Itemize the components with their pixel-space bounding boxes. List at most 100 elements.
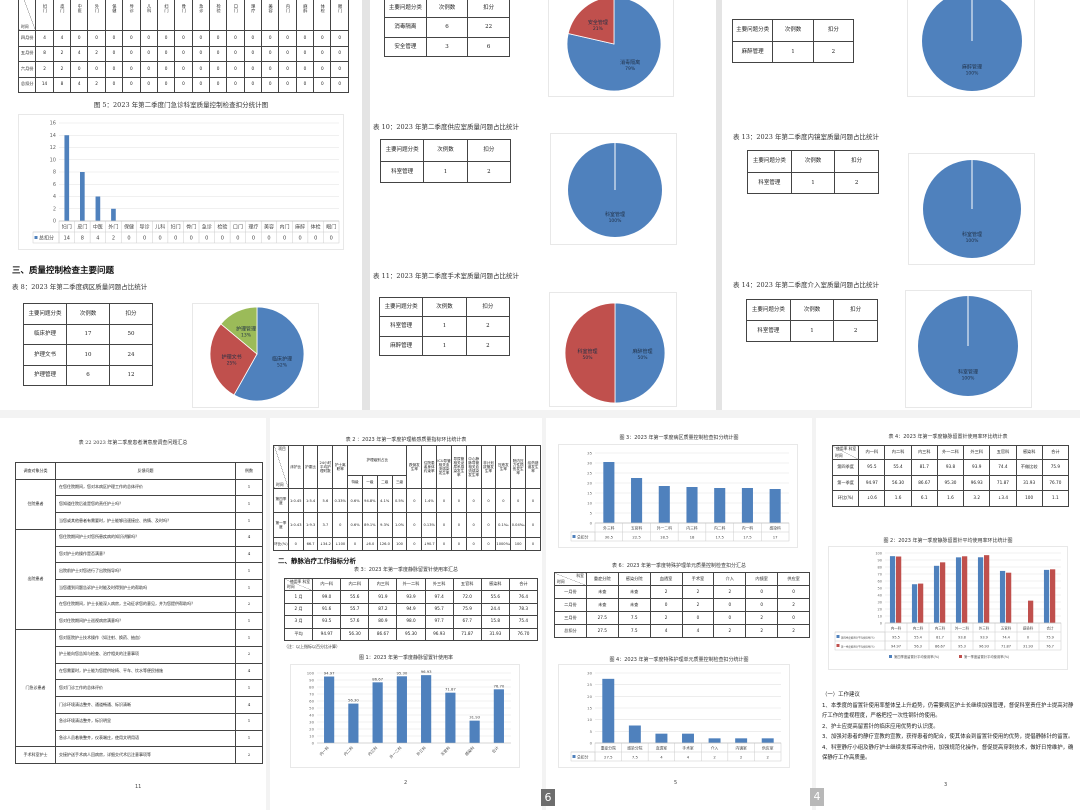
bar [918,583,924,623]
data-table-value: 56.3 [914,644,922,648]
table-cell: 0 [243,76,263,93]
bar [1006,572,1012,623]
document-page[interactable]: 表 2 ：2023 年第一季度护理敏感质量指标环比统计表 项目 时间 床护比 护患比 2… [270,418,542,810]
table-cell: 0 [777,585,810,599]
column-header: 重症分院 [585,572,619,586]
table-caption: 表 13：2023 年第二季度内镜室质量问题占比统计 [733,133,879,141]
table-caption: 表 22 2023 年第二季度患者满意度调查问题汇总 [78,440,188,446]
feedback-question: 在您住院期间，护士长能深入病房，主动征求您的意见，并为您提供帮助吗？ [55,595,236,614]
document-page[interactable]: 表 22 2023 年第二季度患者满意度调查问题汇总 调查对象分类 反馈问题 例数住… [0,418,266,810]
column-header: 压疮发生率 [495,444,512,490]
table-cell: 71.87 [989,474,1017,492]
feedback-question: 当您遇到问题告诉护士时能及时得到护士的帮助吗 [55,579,236,597]
x-category-label: 儿科 [155,224,165,231]
table-cell: 1:0.45 [287,488,304,514]
column-header: 扣分 [466,139,512,162]
document-page[interactable]: 主要问题分类 次例数 扣分 麻醉管理 1 2 麻醉管理 100% 表 13：2023 年第二… [722,0,1080,410]
row-label: 一月份 [554,585,587,599]
table-cell: ↓34.2 [317,536,334,552]
table-cell: 0 [208,45,228,62]
table-cell: 76.70 [1041,474,1070,492]
corner-label: 时间 [557,578,565,584]
table-cell: 0 [330,61,349,78]
feedback-question: 您对医院护士技术操作（如注射、换药、抽血） [55,629,236,647]
column-header: 手术室 [681,572,715,586]
table-cell: 0 [450,512,467,538]
suggestions-section: （一）工作建议 1、本季度的留置针使用率整体呈上升趋势，仍需要病区护士长继续加强… [822,690,1074,764]
column-header: 非计划拔管发生率 [480,444,497,490]
count-cell: 1 [235,712,263,731]
table-cell: 3.7 [317,512,334,538]
table-cell: 0 [208,76,228,93]
y-tick-label: 60 [309,699,314,704]
x-category-label: 外一二科 [657,525,672,530]
column-header: 床护比 [287,444,304,490]
column-header: 次例数 [423,139,468,162]
table-cell: 0 [156,61,176,78]
data-table-value: 8 [81,236,84,242]
count-cell: 1 [235,512,263,530]
table-cell: 91.6 [312,602,342,617]
table-cell: 76.4 [508,590,539,604]
table-cell: 96.93 [963,474,991,492]
table-caption: 表 8：2023 年第二季度病区质量问题占比统计 [12,283,148,291]
y-tick-label: 10 [878,615,882,619]
x-category-label: 外一二科 [955,625,969,630]
bar [348,703,359,743]
table-header-row: 科室 时间 重症分院 感染分院 血透室 手术室 介入 内镜室 供应室 [554,572,810,586]
feedback-question: 您对住院期间护士巡视病房满意吗？ [55,612,236,631]
y-tick-label: 10 [587,501,592,506]
column-header: 感染科 [480,577,510,592]
data-table-value: 17.5 [743,534,752,539]
document-page[interactable]: 主要问题分类 次例数 扣分 消毒隔离 6 22 安全管理 3 6 消毒隔离 79% 安全管理 21% … [370,0,716,410]
column-header: 内镜室 [745,572,779,586]
table-row: 五月份 8 2 4 2 0 0 0 0 0 0 0 0 0 0 0 0 0 0 [17,45,349,62]
table-cell: 0.04‰ [510,512,527,538]
page-badge[interactable]: 4 [810,788,824,806]
slice-label: 麻醉管理 [632,348,652,355]
y-tick-label: 30 [587,461,592,466]
table-header-row: 科室时间妇门皮门中医外门保健导诊儿科妇门骨门急诊检验口门理疗美容内门麻醉体检眼门 [17,0,349,31]
data-table-value: 2 [112,236,115,242]
document-page[interactable]: 科室时间妇门皮门中医外门保健导诊儿科妇门骨门急诊检验口门理疗美容内门麻醉体检眼门… [0,0,362,410]
table-cell: 0 [278,76,297,93]
column-header: 五官科 [989,445,1017,460]
page-badge[interactable]: 6 [541,789,555,806]
table: 科室时间妇门皮门中医外门保健导诊儿科妇门骨门急诊检验口门理疗美容内门麻醉体检眼门… [17,0,349,93]
x-category-label: 内二科 [342,745,354,757]
feedback-question: 您知道住院后谁是您的责任护士吗？ [55,495,236,514]
table-row: 第四季度 95.5 55.4 81.7 93.8 93.9 74.4 不做比较 75.9 [831,459,1070,476]
table-cell: 75.9 [452,602,482,617]
table-row: 第一季度 94.97 56.30 86.67 95.30 96.93 71.87 31.93 7… [831,474,1070,492]
table-cell: 2 [833,320,878,342]
table-cell: 2 [649,611,683,625]
pie-chart-11: 麻醉管理 50% 科室管理 50% [549,292,677,407]
table-cell: 0 [330,45,349,62]
slice-percent: 52% [277,363,288,369]
row-label: 第四季度 [831,459,860,476]
row-label: 消毒隔离 [384,17,427,38]
table-cell: 89.1% [361,512,378,538]
data-table-value: 14 [64,236,70,242]
row-label: 科室管理 [746,320,791,342]
y-tick-label: 20 [878,608,882,612]
column-header: 次例数 [66,303,110,325]
table-cell: 0 [278,45,297,62]
table-cell: 2 [465,335,511,357]
table-cell: 0 [436,536,452,552]
column-header: 内门 [278,0,297,31]
document-page[interactable]: 表 4：2023 年第一季度静脉留置针使用率环比统计表 使用率 科室 时间 内一科内… [816,418,1080,810]
table-corner-cell: 项目 时间 [273,444,289,490]
bar [911,584,918,623]
count-cell: 2 [235,595,263,614]
table-cell: 91.9 [368,590,398,604]
table-corner-cell: 科室时间 [554,572,587,586]
x-category-label: 内镜室 [735,745,747,750]
table-cell: 0 [191,45,210,62]
bar-value-label: 96.93 [421,669,432,674]
count-cell: 1 [235,629,263,647]
table-header-row: 主要问题分类 次例数 扣分 [746,299,878,321]
bar [962,556,968,623]
table-cell: 0 [191,76,210,93]
document-page[interactable]: 图 3：2023 年第一季度病区质量控制检查扣分统计图 0 5 10 15 20 25 30… [546,418,812,810]
